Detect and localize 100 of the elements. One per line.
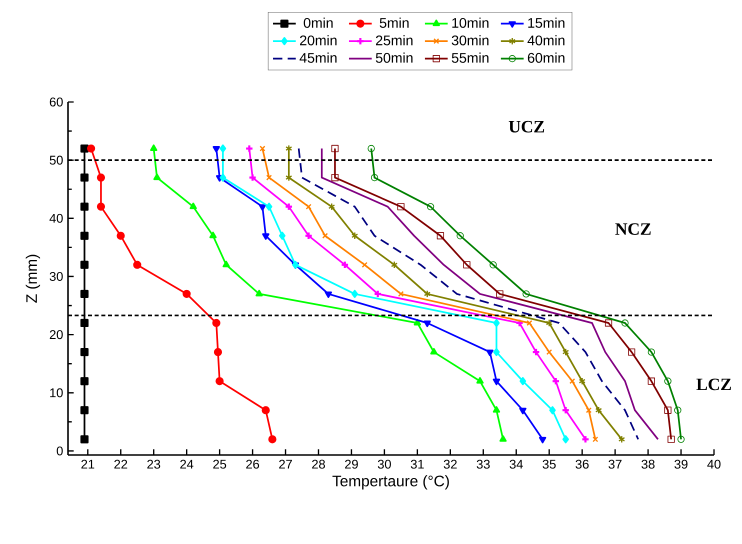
point xyxy=(80,435,89,444)
point xyxy=(569,378,576,384)
point xyxy=(578,377,586,386)
point xyxy=(414,318,422,326)
x-tick-label: 36 xyxy=(576,460,589,469)
legend-label: 25min xyxy=(376,35,412,46)
point xyxy=(262,406,270,414)
annotation: UCZ xyxy=(508,120,544,133)
point xyxy=(426,203,434,210)
point xyxy=(150,144,158,151)
x-tick-label: 27 xyxy=(279,460,292,469)
x-tick-label: 35 xyxy=(542,460,556,469)
y-tick-label: 50 xyxy=(50,156,63,165)
point xyxy=(648,348,655,356)
x-tick-label: 22 xyxy=(114,460,128,469)
x-tick-label: 25 xyxy=(213,460,226,469)
point xyxy=(212,318,220,328)
x-tick-label: 30 xyxy=(378,460,391,469)
point xyxy=(362,262,368,268)
legend-label: 20min xyxy=(300,35,337,46)
point xyxy=(486,350,494,356)
point xyxy=(190,202,197,210)
legend-label: 55min xyxy=(452,52,488,63)
point xyxy=(493,318,500,328)
point xyxy=(370,174,378,182)
point xyxy=(80,290,89,298)
point xyxy=(216,377,224,386)
x-tick-label: 37 xyxy=(608,460,622,469)
point xyxy=(80,174,89,182)
point xyxy=(351,232,358,240)
point xyxy=(266,202,272,211)
point xyxy=(424,290,431,298)
point xyxy=(677,436,685,443)
x-tick-label: 24 xyxy=(180,460,194,469)
legend-label: 45min xyxy=(300,52,337,63)
point xyxy=(562,435,569,444)
point xyxy=(490,261,497,268)
point xyxy=(390,260,398,269)
x-tick-label: 38 xyxy=(642,460,655,469)
point xyxy=(463,261,470,268)
x-tick-label: 40 xyxy=(707,460,721,469)
point xyxy=(87,144,96,153)
point xyxy=(182,290,191,298)
point xyxy=(664,406,672,414)
point xyxy=(397,203,404,210)
legend-label: 5min xyxy=(380,18,409,28)
x-tick-label: 31 xyxy=(410,460,424,469)
point xyxy=(278,232,286,240)
point xyxy=(80,144,89,153)
x-tick-label: 32 xyxy=(444,460,457,469)
point xyxy=(80,318,89,328)
point xyxy=(331,144,339,152)
point xyxy=(436,232,444,240)
y-tick-label: 10 xyxy=(50,388,63,398)
y-tick-label: 0 xyxy=(56,446,63,456)
x-tick-label: 33 xyxy=(476,460,490,469)
y-tick-label: 40 xyxy=(50,214,63,223)
y-tick-label: 30 xyxy=(50,272,63,281)
point xyxy=(586,407,592,414)
point xyxy=(628,348,636,356)
point xyxy=(80,202,89,211)
point xyxy=(549,406,556,414)
point xyxy=(674,406,682,414)
point xyxy=(220,174,226,182)
point xyxy=(456,232,464,240)
x-tick-label: 39 xyxy=(674,460,688,469)
point xyxy=(328,202,336,211)
x-tick-label: 28 xyxy=(312,460,325,469)
legend-label: 10min xyxy=(452,18,488,28)
point xyxy=(493,348,500,356)
legend-label: 0min xyxy=(304,18,333,28)
point xyxy=(96,202,106,211)
point xyxy=(153,174,161,180)
point xyxy=(248,173,257,182)
point xyxy=(538,436,546,444)
point xyxy=(532,348,540,356)
point xyxy=(324,291,332,298)
x-tick-label: 26 xyxy=(246,460,260,469)
point xyxy=(80,232,89,240)
point xyxy=(424,320,431,328)
point xyxy=(496,290,504,298)
x-tick-label: 34 xyxy=(510,460,523,469)
point xyxy=(492,406,500,413)
point xyxy=(520,377,526,386)
point xyxy=(430,348,438,355)
legend-label: 50min xyxy=(376,52,412,63)
point xyxy=(306,204,312,210)
point xyxy=(258,204,266,211)
annotation: NCZ xyxy=(615,223,651,235)
point xyxy=(209,232,217,238)
point xyxy=(96,174,106,182)
point xyxy=(133,260,142,269)
point xyxy=(492,378,500,386)
point xyxy=(621,319,629,327)
point xyxy=(595,406,602,414)
point xyxy=(476,377,484,384)
point xyxy=(368,144,375,152)
x-axis-title: Tempertaure (°C) xyxy=(332,475,449,490)
point xyxy=(80,348,89,356)
point xyxy=(522,290,530,298)
